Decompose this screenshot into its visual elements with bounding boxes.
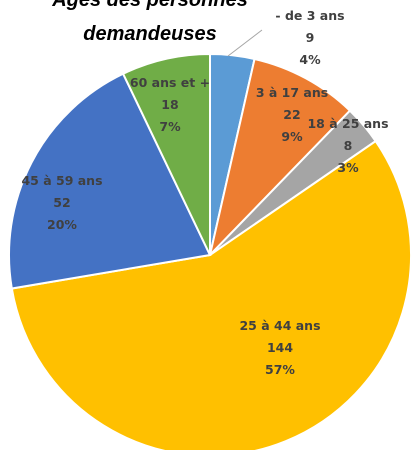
slice-label: 45 à 59 ans	[21, 173, 102, 188]
pie-slice	[10, 139, 411, 450]
slice-value: 8	[344, 138, 353, 153]
pie-slice	[208, 57, 352, 259]
leader-line	[227, 29, 263, 57]
slice-label: 60 ans et +	[130, 75, 210, 90]
slice-percent: 57%	[265, 362, 295, 377]
pie-slice	[8, 72, 212, 290]
slice-percent: 4%	[299, 52, 321, 67]
pie-slice	[121, 52, 211, 256]
slice-value: 52	[53, 195, 70, 210]
slice-label: - de 3 ans	[275, 8, 344, 23]
chart-title: demandeuses	[83, 23, 216, 45]
slice-value: 18	[161, 97, 178, 112]
chart-title: Âges des personnes	[51, 0, 248, 11]
slice-percent: 9%	[281, 129, 303, 144]
slice-label: 3 à 17 ans	[256, 85, 328, 100]
slice-value: 144	[267, 340, 293, 355]
slice-percent: 20%	[47, 217, 77, 232]
slice-label: 18 à 25 ans	[307, 116, 388, 131]
slice-label: 25 à 44 ans	[239, 318, 320, 333]
slice-percent: 3%	[337, 160, 359, 175]
slice-value: 22	[283, 107, 300, 122]
slice-percent: 7%	[159, 119, 181, 134]
slice-value: 9	[306, 30, 315, 45]
